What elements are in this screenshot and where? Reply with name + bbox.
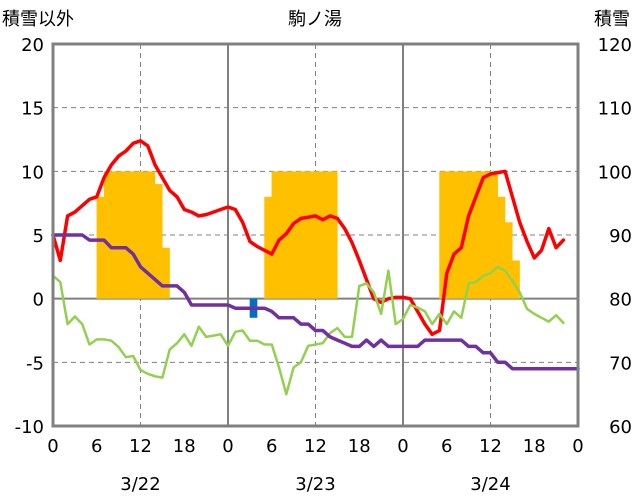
date-label: 3/23: [295, 474, 335, 495]
precip-bar: [154, 184, 163, 299]
y-right-tick-label: 80: [609, 290, 632, 311]
x-tick-label: 18: [173, 436, 196, 457]
y-right-tick-label: 90: [609, 226, 632, 247]
precip-bar: [103, 171, 112, 299]
y-left-tick-label: -5: [26, 353, 44, 374]
precip-bar: [271, 171, 280, 299]
y-axis-right-ticks: 60 70 80 90 100 110 120: [598, 35, 632, 438]
y-right-tick-label: 60: [609, 417, 632, 438]
y-axis-left-ticks: -10 -5 0 5 10 15 20: [15, 35, 44, 438]
left-axis-label: 積雪以外: [2, 9, 74, 30]
chart-title: 駒ノ湯: [288, 9, 342, 30]
y-left-tick-label: 5: [33, 226, 44, 247]
date-labels: 3/22 3/23 3/24: [120, 474, 510, 495]
precip-bar: [147, 171, 156, 299]
snow_depth-line: [51, 233, 580, 371]
precip-bar: [475, 171, 484, 299]
precip-bar: [125, 171, 134, 299]
x-tick-label: 0: [47, 436, 58, 457]
y-left-tick-label: -10: [15, 417, 44, 438]
x-tick-label: 18: [348, 436, 371, 457]
precip-bar: [315, 171, 323, 299]
precip-bar: [439, 171, 447, 299]
precip-bar: [497, 196, 506, 299]
x-tick-label: 18: [523, 436, 546, 457]
precip-bar: [446, 171, 455, 299]
right-axis-label: 積雪: [594, 9, 630, 30]
x-tick-label: 12: [304, 436, 327, 457]
precip-bar: [264, 196, 272, 299]
plot-frame: [51, 42, 580, 428]
precipitation-bars: [96, 171, 520, 318]
precip-bar: [483, 171, 491, 299]
precip-bar: [293, 171, 302, 299]
precip-bar: [111, 171, 119, 299]
y-left-tick-label: 10: [21, 162, 44, 183]
precip-bar: [490, 171, 498, 299]
x-tick-label: 12: [129, 436, 152, 457]
precip-bar: [329, 171, 338, 299]
humidity-line: [51, 265, 565, 396]
x-tick-label: 0: [222, 436, 233, 457]
precip-bar: [133, 171, 141, 299]
x-tick-label: 0: [572, 436, 583, 457]
x-tick-label: 6: [266, 436, 277, 457]
y-left-tick-label: 0: [33, 290, 44, 311]
y-right-tick-label: 110: [598, 99, 632, 120]
precip-bar: [140, 171, 148, 299]
precip-bar: [468, 171, 477, 299]
y-right-tick-label: 100: [598, 162, 632, 183]
temperature-line: [51, 139, 566, 337]
precip-bar: [300, 171, 309, 299]
precip-bar: [512, 260, 520, 299]
precip-bar: [322, 171, 331, 299]
date-label: 3/22: [120, 474, 160, 495]
precip-bar: [286, 171, 294, 299]
precip-bar: [96, 196, 105, 299]
precip-bar: [308, 171, 316, 299]
y-left-tick-label: 15: [21, 99, 44, 120]
y-left-tick-label: 20: [21, 35, 44, 56]
precip-bar: [504, 222, 513, 299]
y-right-tick-label: 70: [609, 353, 632, 374]
x-tick-label: 6: [441, 436, 452, 457]
y-right-tick-label: 120: [598, 35, 632, 56]
x-tick-label: 12: [479, 436, 502, 457]
x-axis-ticks: 0 6 12 18 0 6 12 18 0 6 12 18 0: [47, 436, 583, 457]
precip-bar: [118, 171, 127, 299]
series-lines: [51, 139, 580, 396]
x-tick-label: 0: [397, 436, 408, 457]
date-label: 3/24: [470, 474, 510, 495]
precip-bar: [162, 247, 170, 299]
x-tick-label: 6: [91, 436, 102, 457]
precip-bar: [453, 171, 462, 299]
